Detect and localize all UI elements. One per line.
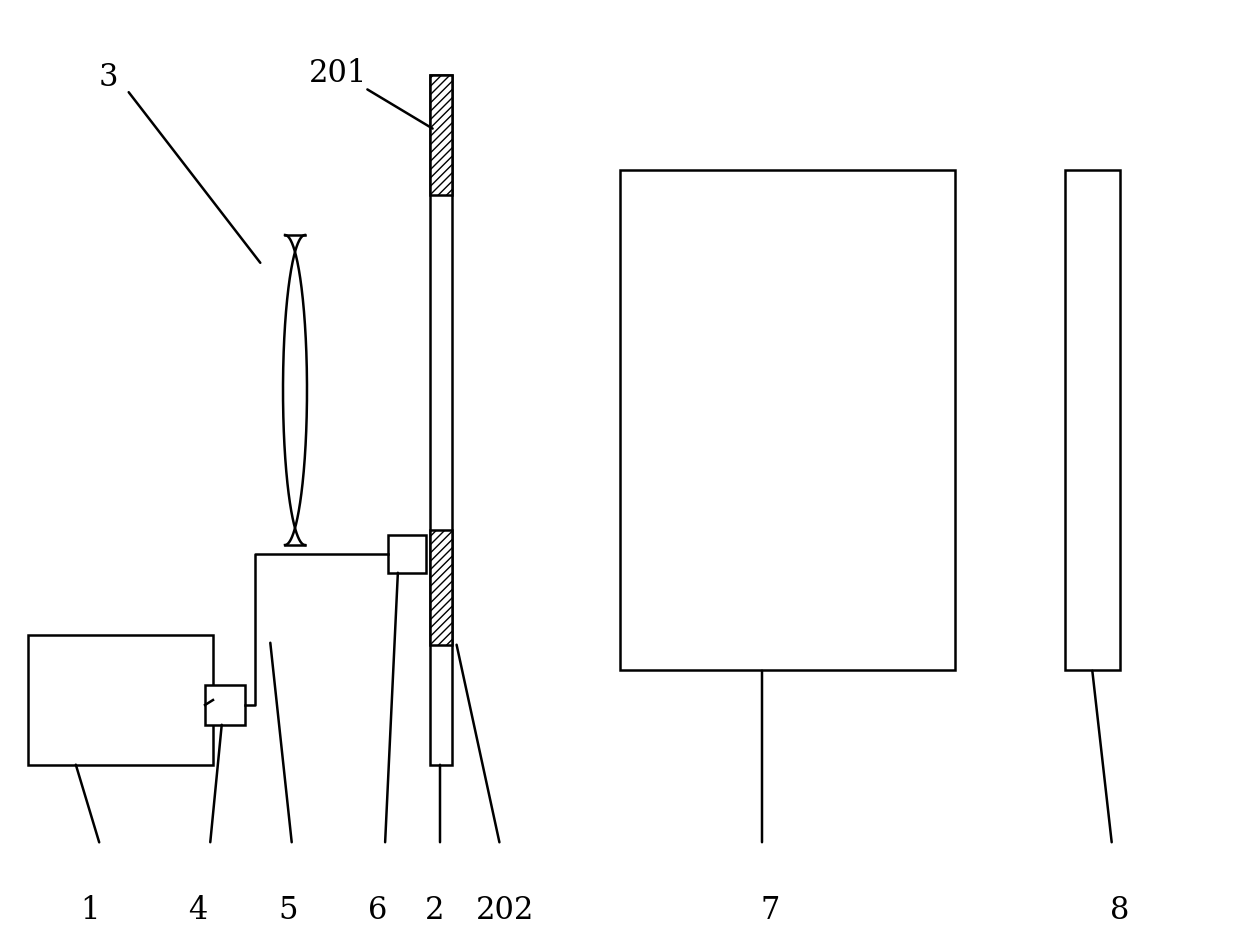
Bar xyxy=(430,75,452,765)
Bar xyxy=(28,635,213,765)
Bar xyxy=(388,535,426,573)
Bar xyxy=(430,75,452,195)
Text: 201: 201 xyxy=(309,58,367,89)
Text: 7: 7 xyxy=(761,895,779,926)
Text: 6: 6 xyxy=(368,895,388,926)
Bar xyxy=(430,530,452,645)
Text: 1: 1 xyxy=(81,895,100,926)
Bar xyxy=(204,685,245,725)
Text: 202: 202 xyxy=(476,895,534,926)
Text: 8: 8 xyxy=(1110,895,1130,926)
Text: 4: 4 xyxy=(188,895,208,926)
Text: 3: 3 xyxy=(98,62,118,93)
Bar xyxy=(1066,170,1120,670)
Text: 5: 5 xyxy=(279,895,297,926)
Text: 2: 2 xyxy=(425,895,445,926)
Bar xyxy=(620,170,955,670)
